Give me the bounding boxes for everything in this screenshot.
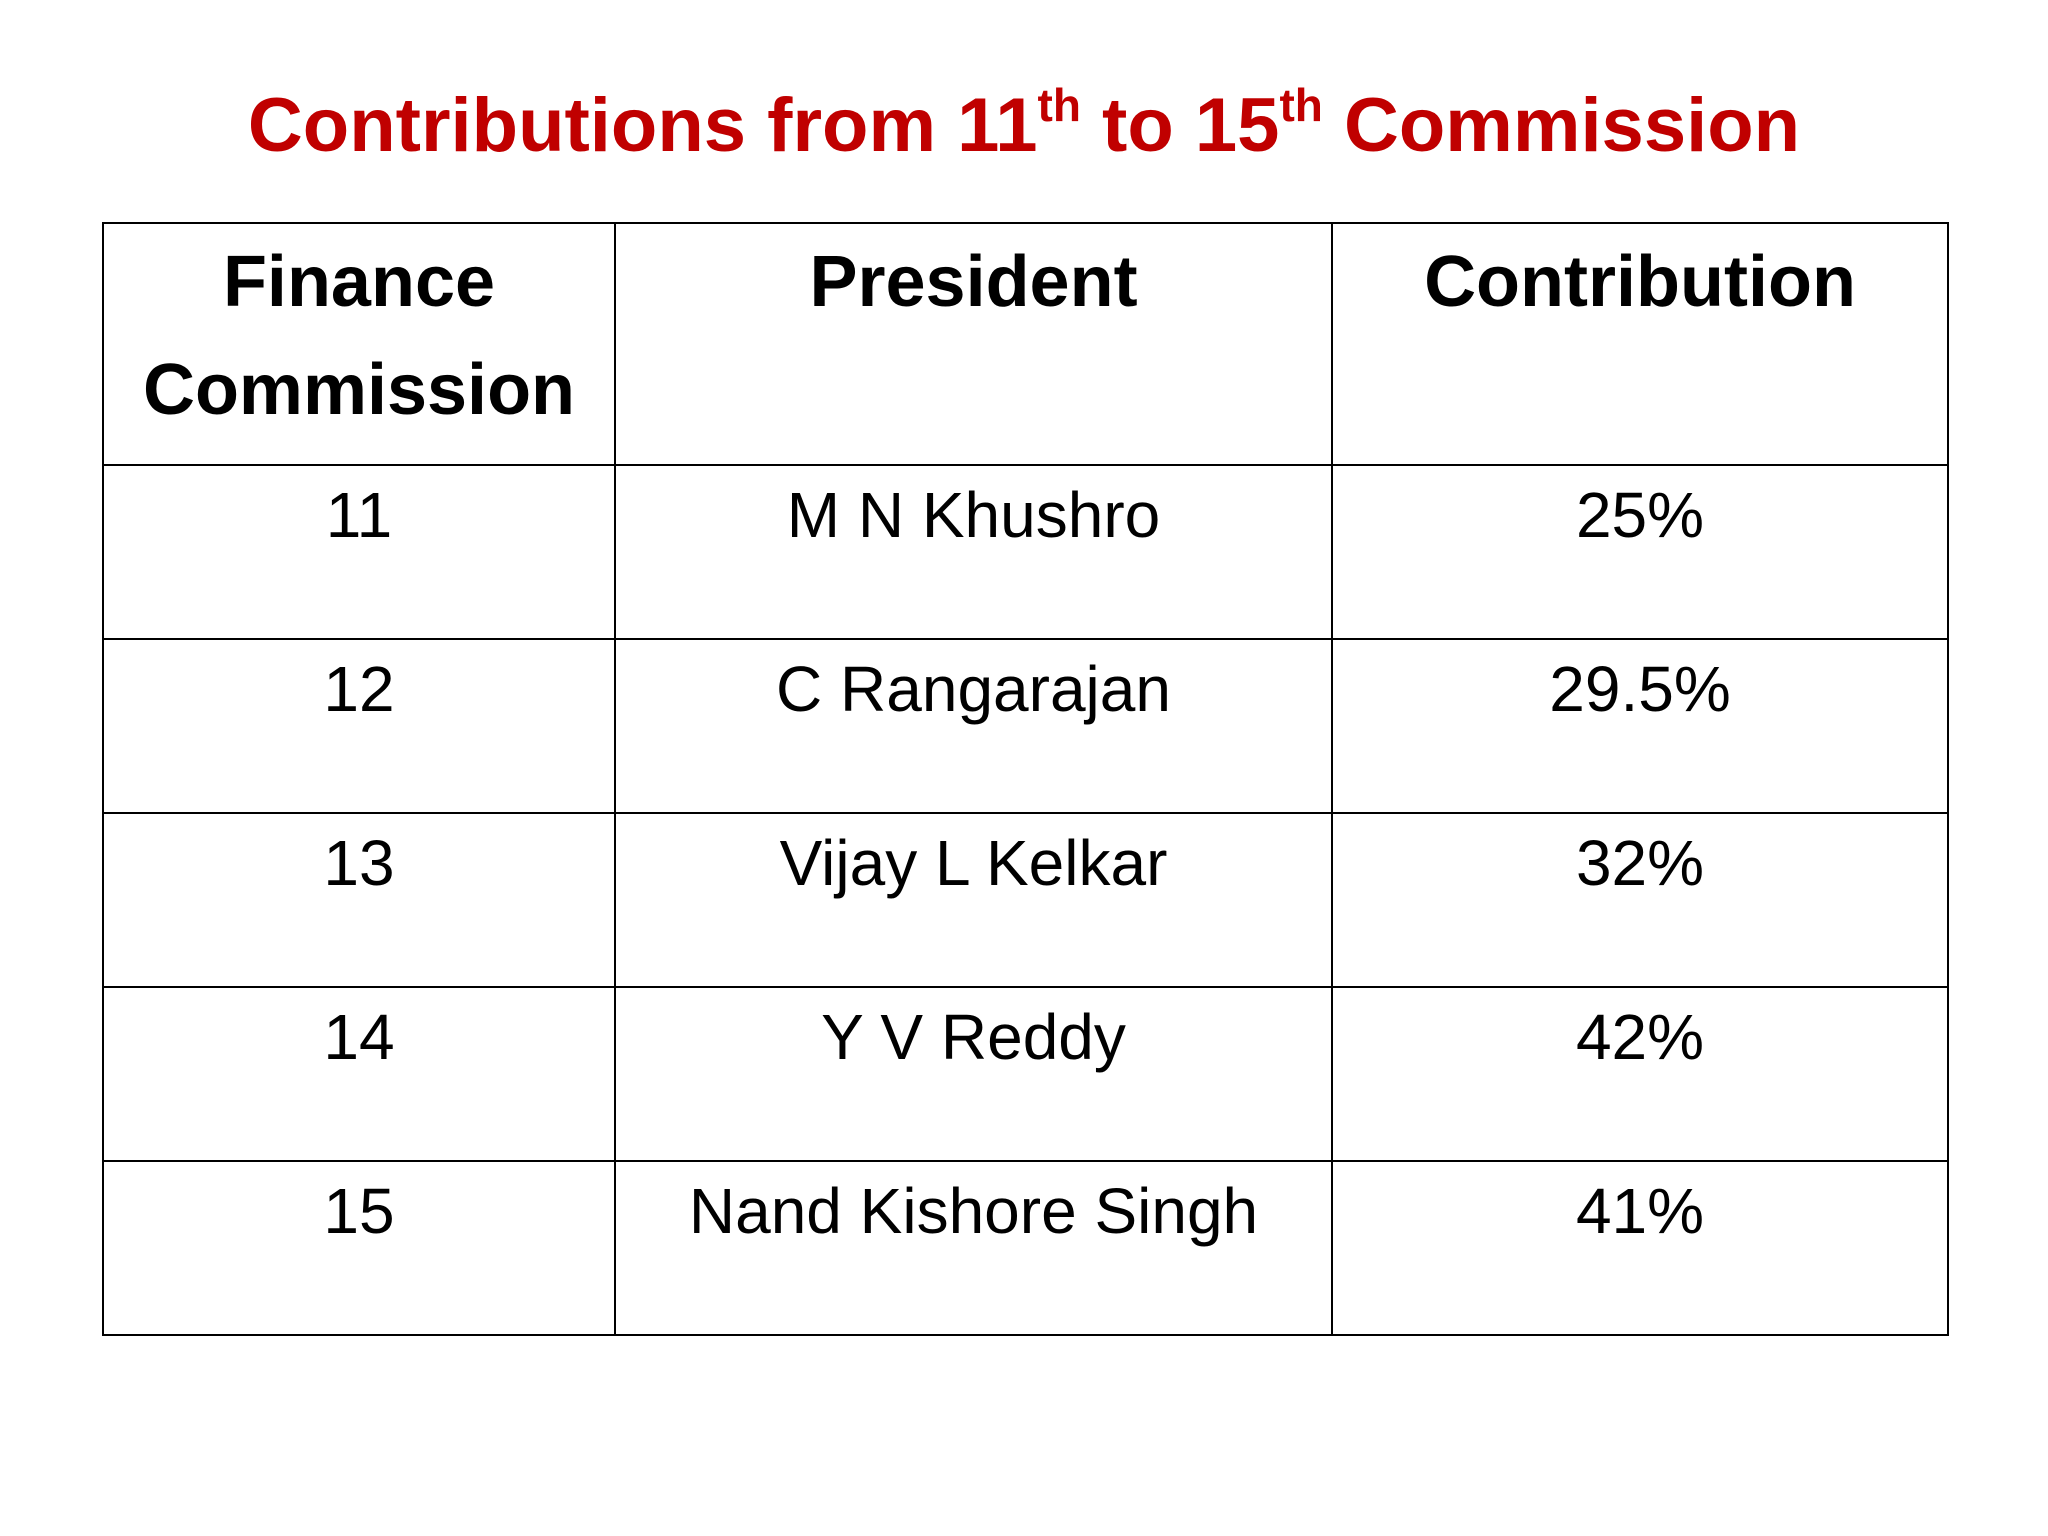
title-text: Contributions from 11: [247, 83, 1038, 168]
table: Finance Commission President Contribution …: [102, 222, 1949, 1336]
title-sup: th: [1037, 79, 1081, 131]
table-cell: 13: [102, 812, 616, 988]
title-sup: th: [1279, 79, 1323, 131]
table-cell: 25%: [1331, 464, 1949, 640]
header-cell: Contribution: [1331, 222, 1949, 466]
header-row: Finance Commission President Contribution: [102, 222, 1949, 466]
table-row: 14 Y V Reddy 42%: [102, 986, 1949, 1162]
table-cell: M N Khushro: [614, 464, 1333, 640]
table-row: 12 C Rangarajan 29.5%: [102, 638, 1949, 814]
table-cell: Nand Kishore Singh: [614, 1160, 1333, 1336]
table-cell: 15: [102, 1160, 616, 1336]
table-cell: 14: [102, 986, 616, 1162]
table-body: 11 M N Khushro 25% 12 C Rangarajan 29.5% 13 Vij…: [102, 464, 1949, 1336]
table-cell: 11: [102, 464, 616, 640]
table-cell: 41%: [1331, 1160, 1949, 1336]
title-text: Commission: [1343, 83, 1801, 168]
table-row: 15 Nand Kishore Singh 41%: [102, 1160, 1949, 1336]
table-row: 11 M N Khushro 25%: [102, 464, 1949, 640]
header-cell: Finance Commission: [102, 222, 616, 466]
title: Contributions from 11th to 15th Commissi…: [0, 78, 2048, 174]
title-text: to 15: [1102, 83, 1280, 168]
table-cell: Y V Reddy: [614, 986, 1333, 1162]
table-cell: Vijay L Kelkar: [614, 812, 1333, 988]
table-cell: 12: [102, 638, 616, 814]
table-row: 13 Vijay L Kelkar 32%: [102, 812, 1949, 988]
table-cell: 42%: [1331, 986, 1949, 1162]
table-cell: 32%: [1331, 812, 1949, 988]
table-cell: 29.5%: [1331, 638, 1949, 814]
header-cell: President: [614, 222, 1333, 466]
table-cell: C Rangarajan: [614, 638, 1333, 814]
